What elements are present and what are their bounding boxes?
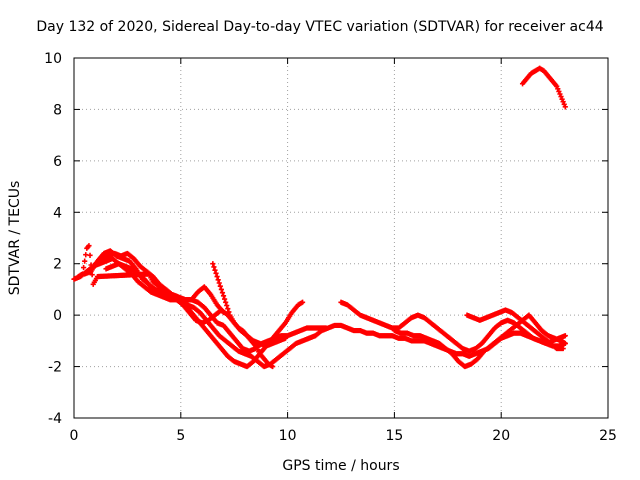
data-point [560, 345, 566, 352]
data-point [224, 302, 230, 309]
y-axis-label: SDTVAR / TECUs [7, 181, 23, 296]
data-point [562, 104, 568, 110]
data-points [71, 65, 568, 370]
data-point [223, 299, 229, 305]
y-tick-label-0: -4 [48, 411, 62, 427]
data-point [220, 293, 227, 299]
data-point [299, 299, 306, 305]
data-point [270, 363, 276, 370]
data-point [562, 333, 568, 339]
x-tick-label-0: 0 [70, 428, 79, 444]
data-point [221, 296, 228, 302]
x-axis-label: GPS time / hours [282, 458, 399, 474]
data-point [211, 264, 217, 270]
y-tick-label-1: -2 [48, 360, 62, 376]
data-point [213, 270, 219, 276]
x-tick-label-4: 20 [492, 428, 510, 444]
data-point [225, 306, 231, 312]
data-point [220, 309, 227, 316]
data-point [212, 267, 218, 273]
grid [74, 58, 608, 418]
data-point [81, 264, 87, 271]
data-point [82, 258, 88, 264]
y-tick-label-4: 4 [53, 205, 62, 221]
x-tick-label-2: 10 [279, 428, 297, 444]
data-point [323, 325, 329, 331]
data-point [88, 262, 94, 268]
data-point [282, 335, 289, 341]
y-tick-label-5: 6 [53, 154, 62, 170]
data-point [217, 283, 223, 289]
axis-ticks: 0 5 10 15 20 25 -4 -2 0 2 4 6 8 10 [44, 51, 617, 444]
data-point [216, 280, 222, 286]
y-tick-label-3: 2 [53, 257, 62, 273]
x-tick-label-1: 5 [176, 428, 185, 444]
chart-title: Day 132 of 2020, Sidereal Day-to-day VTE… [36, 19, 604, 35]
data-point [214, 273, 220, 280]
data-point [215, 277, 221, 283]
y-tick-label-6: 8 [53, 102, 62, 118]
data-point [87, 252, 93, 258]
data-point [79, 271, 86, 277]
data-point [86, 243, 92, 249]
y-tick-label-7: 10 [44, 51, 62, 67]
x-tick-label-3: 15 [385, 428, 403, 444]
data-point [219, 290, 226, 296]
data-point [89, 272, 95, 278]
data-point [210, 261, 216, 267]
data-point [562, 340, 568, 347]
plot-frame [73, 57, 609, 419]
x-tick-label-5: 25 [599, 428, 617, 444]
data-point [226, 309, 232, 315]
y-tick-label-2: 0 [53, 308, 62, 324]
data-point [218, 286, 224, 293]
